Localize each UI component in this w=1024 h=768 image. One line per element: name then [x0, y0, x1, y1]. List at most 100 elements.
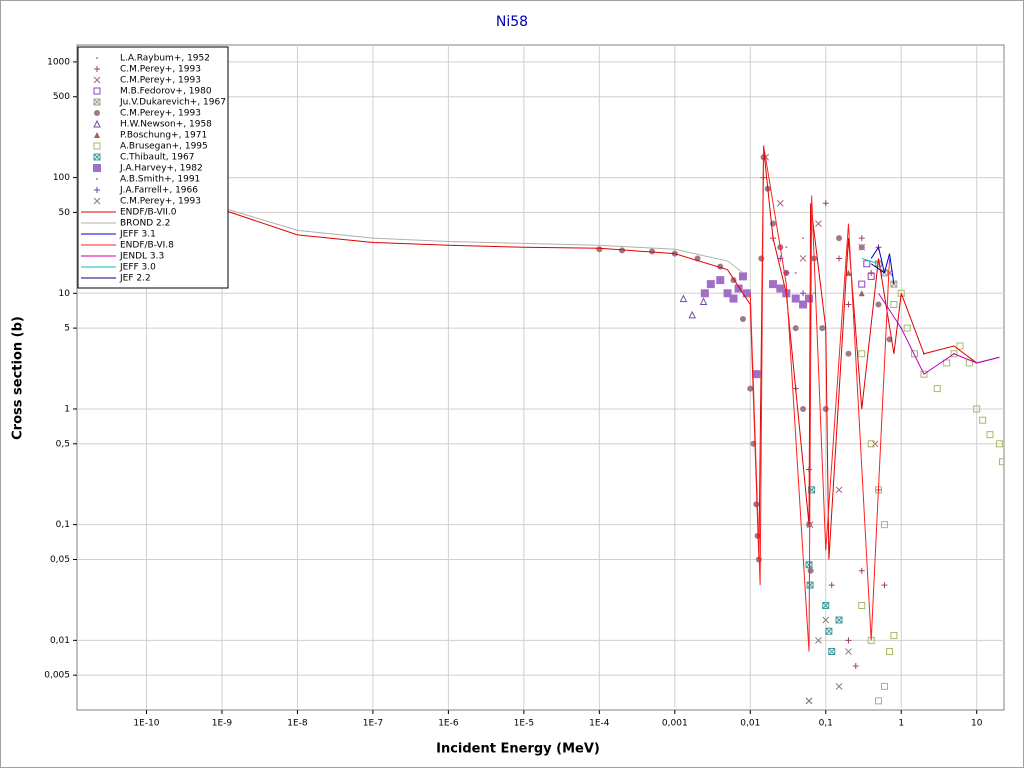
data-point — [867, 272, 875, 280]
square — [890, 632, 898, 640]
square-x — [875, 260, 883, 268]
square — [920, 370, 928, 378]
square — [858, 602, 866, 610]
square — [700, 289, 709, 298]
legend-label: ENDF/B-VII.0 — [120, 208, 177, 218]
circle — [596, 246, 603, 253]
triangle — [688, 310, 697, 319]
data-point — [96, 178, 98, 180]
square — [886, 648, 894, 656]
data-point — [995, 440, 1003, 448]
square — [875, 697, 883, 705]
square — [805, 294, 814, 303]
legend-label: JEF 2.2 — [119, 274, 151, 284]
legend-label: P.Boschung+, 1971 — [120, 131, 207, 141]
data-point — [776, 199, 784, 207]
y-tick-label: 0,05 — [50, 555, 70, 565]
data-point — [94, 66, 100, 72]
data-point — [858, 290, 865, 297]
y-tick-label: 50 — [59, 208, 71, 218]
data-point — [785, 246, 788, 249]
data-point — [845, 301, 852, 308]
data-point — [747, 385, 754, 392]
x-tick-label: 1E-8 — [287, 719, 308, 729]
data-point — [979, 416, 987, 424]
data-point — [845, 350, 852, 357]
square — [995, 440, 1003, 448]
data-point — [815, 220, 822, 227]
data-point — [845, 648, 852, 655]
circle — [747, 385, 754, 392]
data-point — [706, 280, 715, 289]
circle — [819, 325, 826, 332]
data-point — [845, 269, 852, 276]
data-point — [835, 616, 843, 624]
data-point — [822, 405, 829, 412]
cross — [815, 636, 822, 644]
cross — [835, 486, 843, 494]
x-tick-label: 1E-4 — [589, 719, 610, 729]
data-point — [950, 350, 958, 358]
data-point — [93, 153, 101, 161]
data-point — [776, 284, 785, 293]
data-point — [858, 280, 866, 288]
square — [880, 682, 888, 690]
data-point — [805, 697, 813, 705]
legend-label: C.M.Perey+, 1993 — [120, 65, 201, 75]
data-point — [852, 663, 859, 670]
cross — [835, 683, 843, 690]
square — [950, 350, 958, 358]
plus — [845, 637, 852, 644]
legend-label: H.W.Newson+, 1958 — [120, 120, 212, 130]
square-x — [822, 602, 830, 610]
square-x — [93, 153, 101, 161]
y-tick-label: 0,01 — [50, 636, 70, 646]
plus — [94, 187, 100, 193]
data-point — [822, 200, 829, 207]
data-point — [93, 119, 101, 128]
data-point — [875, 260, 883, 268]
series-line — [221, 148, 1000, 560]
square — [943, 359, 951, 367]
triangle — [858, 290, 865, 297]
data-point — [973, 405, 981, 413]
dot — [96, 57, 98, 59]
square-x — [825, 627, 833, 635]
legend-label: C.M.Perey+, 1993 — [120, 197, 201, 207]
dot — [813, 292, 816, 295]
data-point — [649, 248, 656, 255]
data-point — [863, 260, 871, 268]
dot — [785, 246, 788, 249]
circle — [807, 567, 814, 574]
legend-label: C.Thibault, 1967 — [120, 153, 194, 163]
data-point — [880, 682, 888, 690]
square — [986, 431, 994, 439]
data-point — [819, 325, 826, 332]
square-x — [93, 98, 101, 106]
triangle — [679, 294, 688, 303]
circle — [94, 110, 100, 116]
square — [890, 300, 898, 308]
data-point — [999, 458, 1004, 466]
x-tick-label: 0,001 — [662, 719, 688, 729]
cross — [845, 648, 852, 655]
data-point — [943, 359, 951, 367]
series-line — [861, 257, 879, 265]
data-point — [93, 76, 101, 84]
square — [742, 289, 751, 298]
square-x — [835, 616, 843, 624]
square — [723, 289, 732, 298]
y-tick-label: 1000 — [47, 57, 70, 67]
square-x — [806, 581, 814, 589]
data-point — [93, 197, 101, 205]
square — [93, 142, 101, 150]
data-point — [716, 276, 725, 285]
data-point — [700, 289, 709, 298]
data-point — [753, 501, 760, 508]
data-point — [835, 683, 843, 690]
legend-label: C.M.Perey+, 1993 — [120, 76, 201, 86]
legend-label: C.M.Perey+, 1993 — [120, 109, 201, 119]
data-point — [858, 567, 865, 574]
square-x — [828, 648, 836, 656]
square — [769, 280, 778, 289]
